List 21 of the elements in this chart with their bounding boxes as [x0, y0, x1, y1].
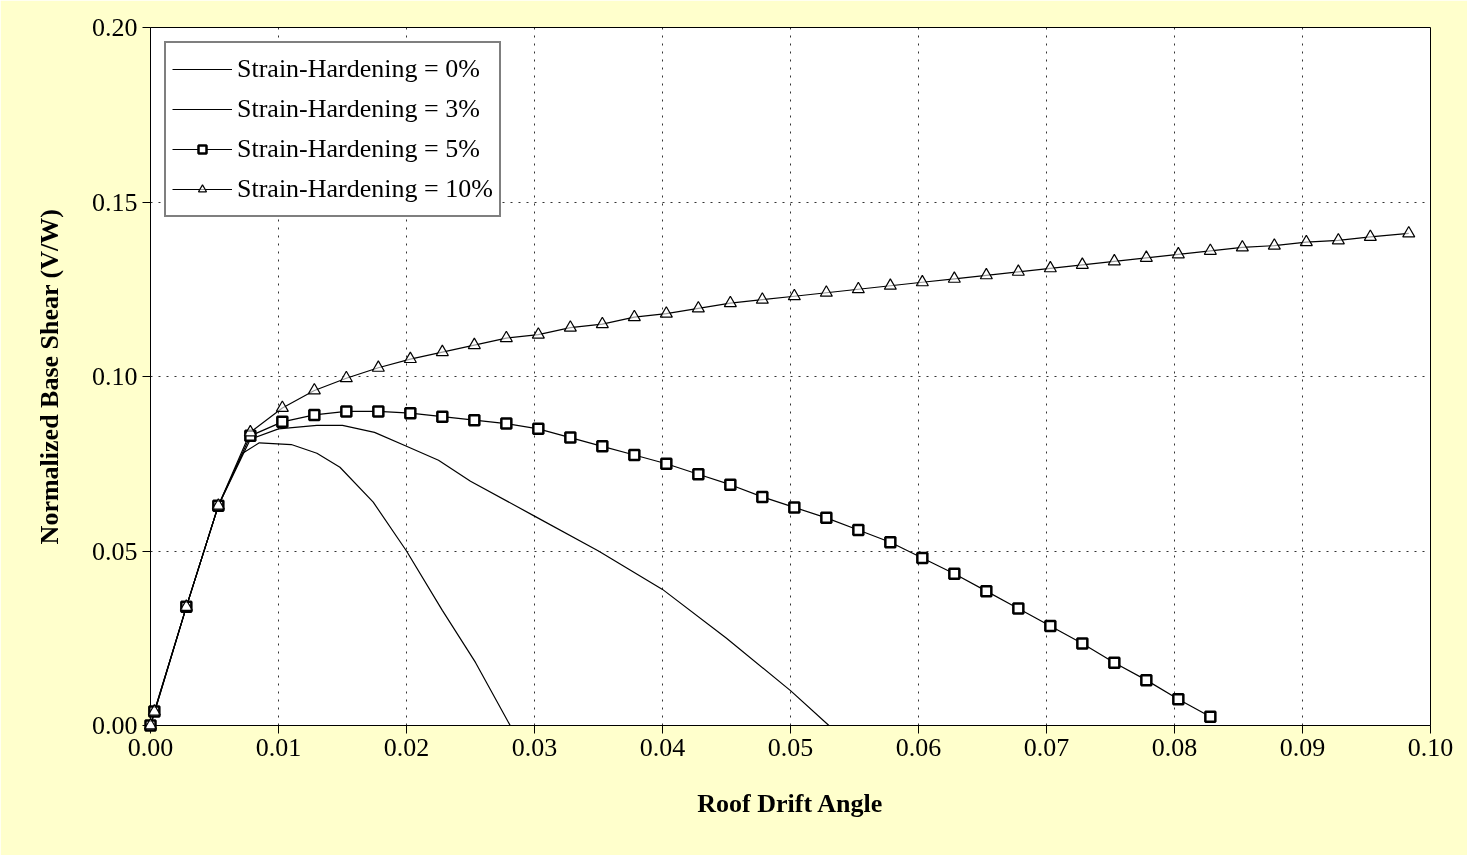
- x-tick-label: 0.02: [383, 732, 430, 762]
- x-axis-title: Roof Drift Angle: [697, 788, 883, 818]
- x-tick-label: 0.06: [895, 732, 942, 762]
- y-tick-label: 0.00: [92, 711, 138, 740]
- legend-label: Strain-Hardening = 10%: [237, 173, 493, 205]
- x-tick-label: 0.09: [1279, 732, 1326, 762]
- y-tick-label: 0.10: [92, 362, 138, 391]
- y-tick-label: 0.05: [92, 536, 138, 566]
- y-tick-label: 0.20: [92, 13, 138, 42]
- x-tick-label: 0.05: [767, 732, 814, 762]
- legend-label: Strain-Hardening = 5%: [237, 133, 480, 165]
- x-tick-label: 0.10: [1407, 732, 1454, 762]
- x-tick-label: 0.01: [255, 732, 302, 762]
- x-tick-label: 0.07: [1023, 732, 1070, 762]
- y-tick-label: 0.15: [92, 187, 138, 217]
- legend-label: Strain-Hardening = 3%: [237, 93, 480, 125]
- legend-label: Strain-Hardening = 0%: [237, 53, 480, 85]
- x-tick-label: 0.04: [639, 732, 686, 762]
- y-axis-title: Normalized Base Shear (V/W): [35, 209, 64, 545]
- x-tick-label: 0.08: [1151, 732, 1198, 762]
- x-tick-label: 0.03: [511, 732, 558, 762]
